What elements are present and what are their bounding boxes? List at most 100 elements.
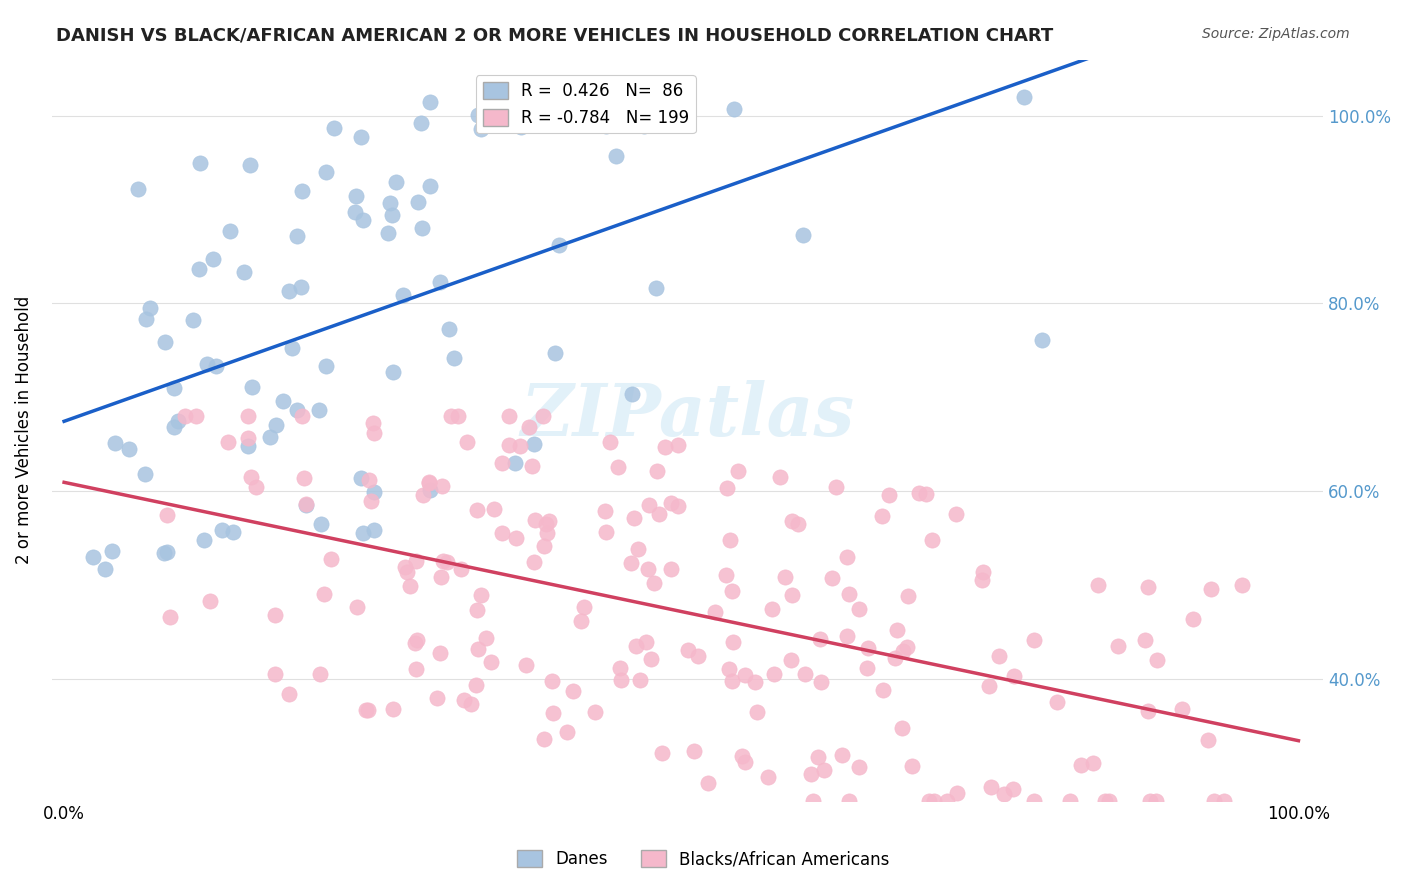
- Point: [717, 662, 740, 676]
- Point: [295, 497, 318, 511]
- Point: [810, 675, 832, 690]
- Text: ZIPatlas: ZIPatlas: [520, 380, 855, 450]
- Point: [897, 590, 920, 604]
- Point: [406, 633, 429, 648]
- Point: [605, 149, 627, 163]
- Point: [343, 204, 366, 219]
- Point: [205, 359, 228, 374]
- Point: [294, 498, 316, 512]
- Point: [498, 438, 520, 452]
- Point: [290, 279, 312, 293]
- Point: [541, 673, 564, 688]
- Point: [101, 544, 124, 558]
- Point: [744, 674, 766, 689]
- Point: [292, 471, 315, 485]
- Y-axis label: 2 or more Vehicles in Household: 2 or more Vehicles in Household: [15, 296, 32, 565]
- Point: [481, 655, 503, 669]
- Point: [239, 158, 262, 172]
- Point: [1022, 794, 1045, 808]
- Point: [134, 467, 156, 482]
- Point: [219, 224, 242, 238]
- Point: [450, 562, 472, 576]
- Point: [222, 525, 245, 540]
- Point: [1139, 794, 1161, 808]
- Point: [988, 648, 1011, 663]
- Point: [620, 386, 643, 401]
- Point: [1144, 794, 1167, 808]
- Point: [837, 629, 859, 643]
- Point: [193, 533, 215, 547]
- Point: [1001, 781, 1024, 796]
- Point: [683, 743, 706, 757]
- Point: [593, 504, 616, 518]
- Point: [620, 556, 643, 570]
- Point: [773, 569, 796, 583]
- Point: [703, 605, 725, 619]
- Point: [626, 542, 648, 557]
- Point: [835, 549, 858, 564]
- Point: [352, 525, 374, 540]
- Point: [474, 631, 496, 645]
- Point: [606, 460, 628, 475]
- Point: [801, 794, 824, 808]
- Point: [533, 731, 555, 746]
- Point: [825, 480, 848, 494]
- Text: Source: ZipAtlas.com: Source: ZipAtlas.com: [1202, 27, 1350, 41]
- Point: [418, 476, 440, 491]
- Point: [645, 463, 668, 477]
- Point: [628, 673, 651, 688]
- Point: [278, 284, 301, 298]
- Point: [901, 758, 924, 772]
- Point: [896, 640, 918, 654]
- Point: [908, 486, 931, 500]
- Point: [807, 750, 830, 764]
- Text: DANISH VS BLACK/AFRICAN AMERICAN 2 OR MORE VEHICLES IN HOUSEHOLD CORRELATION CHA: DANISH VS BLACK/AFRICAN AMERICAN 2 OR MO…: [56, 27, 1053, 45]
- Point: [1046, 695, 1069, 709]
- Point: [430, 570, 453, 584]
- Point: [183, 313, 205, 327]
- Point: [245, 480, 267, 494]
- Point: [1197, 733, 1219, 747]
- Point: [1146, 653, 1168, 667]
- Point: [200, 594, 222, 608]
- Point: [1087, 578, 1109, 592]
- Point: [217, 434, 239, 449]
- Point: [1059, 794, 1081, 808]
- Point: [1137, 580, 1160, 594]
- Point: [569, 614, 592, 628]
- Point: [405, 554, 427, 568]
- Point: [609, 661, 631, 675]
- Point: [163, 381, 186, 395]
- Point: [233, 265, 256, 279]
- Point: [505, 531, 527, 545]
- Point: [285, 228, 308, 243]
- Point: [429, 646, 451, 660]
- Point: [460, 697, 482, 711]
- Point: [409, 116, 432, 130]
- Point: [972, 565, 994, 579]
- Point: [82, 549, 104, 564]
- Point: [465, 678, 488, 692]
- Point: [688, 648, 710, 663]
- Point: [446, 409, 468, 423]
- Point: [800, 766, 823, 780]
- Point: [820, 571, 842, 585]
- Point: [429, 275, 451, 289]
- Point: [412, 488, 434, 502]
- Point: [808, 632, 831, 646]
- Point: [977, 679, 1000, 693]
- Point: [405, 662, 427, 676]
- Point: [595, 120, 617, 134]
- Point: [714, 568, 737, 582]
- Point: [278, 687, 301, 701]
- Point: [360, 494, 382, 508]
- Point: [718, 533, 741, 547]
- Point: [153, 334, 176, 349]
- Point: [363, 425, 385, 440]
- Point: [308, 667, 330, 681]
- Point: [946, 786, 969, 800]
- Point: [350, 129, 373, 144]
- Point: [195, 357, 218, 371]
- Point: [831, 748, 853, 763]
- Point: [470, 122, 492, 136]
